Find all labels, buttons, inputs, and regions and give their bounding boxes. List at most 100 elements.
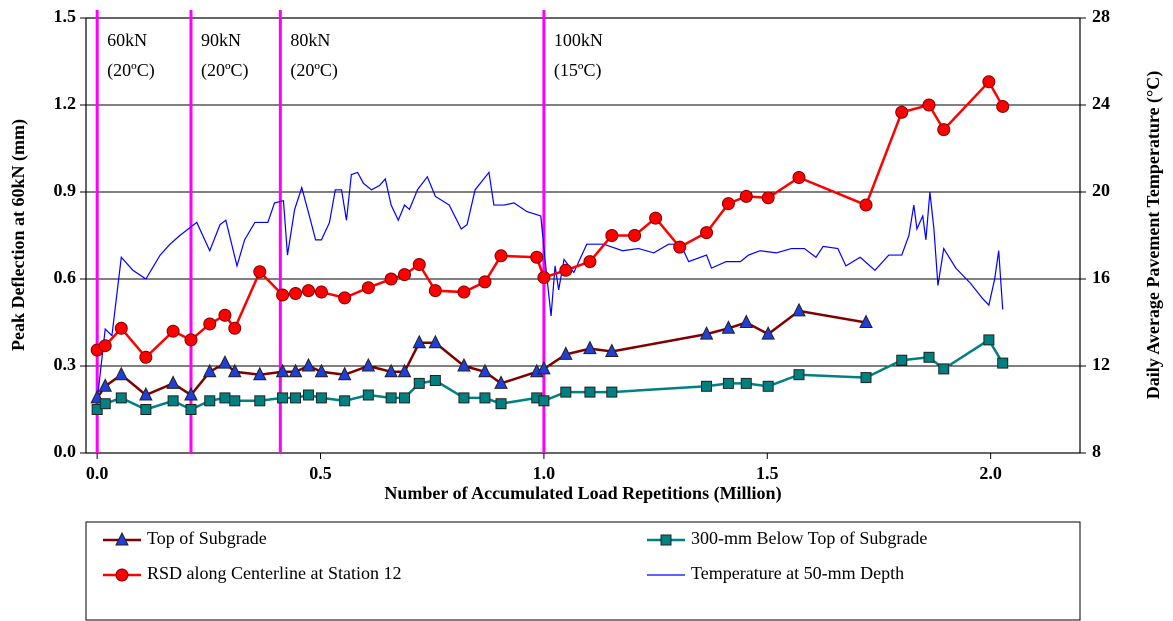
marker	[558, 346, 573, 360]
x-tick-label: 2.0	[979, 463, 1002, 483]
marker	[478, 363, 492, 378]
marker	[275, 363, 290, 378]
marker	[218, 354, 232, 369]
marker	[428, 334, 443, 349]
legend-label: RSD along Centerline at Station 12	[147, 563, 401, 583]
marker	[606, 386, 618, 398]
marker	[167, 395, 179, 407]
y-tick-label: 1.2	[54, 93, 77, 113]
marker	[139, 386, 153, 401]
marker	[202, 363, 217, 378]
marker	[288, 363, 303, 378]
marker	[140, 404, 152, 415]
marker	[739, 314, 754, 328]
annotation: (20ºC)	[290, 60, 338, 81]
marker	[721, 197, 735, 211]
marker	[583, 340, 597, 355]
marker	[98, 339, 112, 353]
x-tick-label: 1.5	[756, 463, 779, 483]
y2-tick-label: 24	[1092, 93, 1110, 113]
marker	[792, 302, 806, 317]
marker	[700, 226, 714, 240]
marker	[494, 375, 508, 389]
y2-tick-label: 20	[1092, 180, 1110, 200]
marker	[996, 99, 1010, 113]
marker	[982, 75, 996, 89]
y2-tick-label: 8	[1092, 441, 1101, 461]
marker	[628, 229, 642, 242]
marker	[762, 380, 774, 392]
marker	[362, 389, 374, 401]
marker	[139, 350, 153, 364]
marker	[339, 395, 351, 407]
marker	[314, 363, 329, 378]
marker	[721, 320, 736, 334]
marker	[860, 372, 872, 384]
marker	[740, 377, 752, 389]
y-tick-label: 0.0	[54, 441, 77, 461]
marker	[114, 321, 128, 335]
marker	[384, 272, 398, 286]
marker	[114, 366, 129, 381]
y-tick-label: 1.5	[54, 6, 77, 26]
marker	[399, 392, 411, 404]
marker	[166, 324, 180, 338]
marker	[538, 395, 550, 407]
legend-marker	[115, 531, 129, 546]
y2-axis-title: Daily Average Pavement Temperature (°C)	[1143, 71, 1164, 399]
marker	[478, 275, 492, 289]
marker	[384, 363, 398, 378]
marker	[583, 255, 597, 269]
x-tick-label: 0.5	[309, 463, 332, 483]
marker	[289, 287, 303, 300]
marker	[398, 268, 412, 282]
marker	[530, 250, 544, 264]
x-tick-label: 0.0	[86, 463, 109, 483]
marker	[537, 360, 551, 375]
y2-tick-label: 16	[1092, 267, 1110, 287]
marker	[361, 281, 375, 295]
marker	[253, 265, 267, 279]
marker	[937, 123, 951, 137]
annotation: 100kN	[554, 30, 603, 50]
annotation: (15ºC)	[554, 60, 602, 81]
marker	[301, 357, 316, 372]
marker	[983, 334, 995, 346]
marker	[184, 333, 198, 347]
annotation: (20ºC)	[107, 60, 155, 81]
marker	[997, 357, 1009, 369]
marker	[859, 198, 873, 212]
marker	[793, 369, 805, 381]
marker	[301, 284, 315, 298]
marker	[761, 325, 775, 340]
marker	[166, 375, 180, 389]
marker	[203, 317, 217, 331]
marker	[605, 343, 619, 357]
marker	[649, 211, 663, 225]
marker	[252, 366, 267, 381]
marker	[277, 392, 289, 404]
y-tick-label: 0.9	[54, 180, 77, 200]
marker	[413, 377, 425, 389]
legend-marker	[660, 534, 672, 546]
marker	[218, 308, 232, 322]
marker	[722, 377, 734, 389]
legend-box	[85, 521, 1081, 621]
marker	[314, 285, 328, 299]
marker	[227, 363, 242, 378]
marker	[896, 354, 908, 366]
legend-marker	[115, 568, 129, 582]
marker	[859, 314, 873, 328]
legend-label: 300-mm Below Top of Subgrade	[691, 528, 927, 548]
marker	[91, 404, 103, 415]
marker	[895, 105, 909, 119]
marker	[792, 171, 806, 184]
marker	[397, 363, 412, 378]
marker	[429, 375, 441, 386]
marker	[290, 392, 302, 404]
marker	[673, 240, 687, 254]
marker	[361, 357, 376, 372]
marker	[761, 191, 775, 205]
marker	[302, 389, 314, 401]
annotation: (20ºC)	[201, 60, 249, 81]
